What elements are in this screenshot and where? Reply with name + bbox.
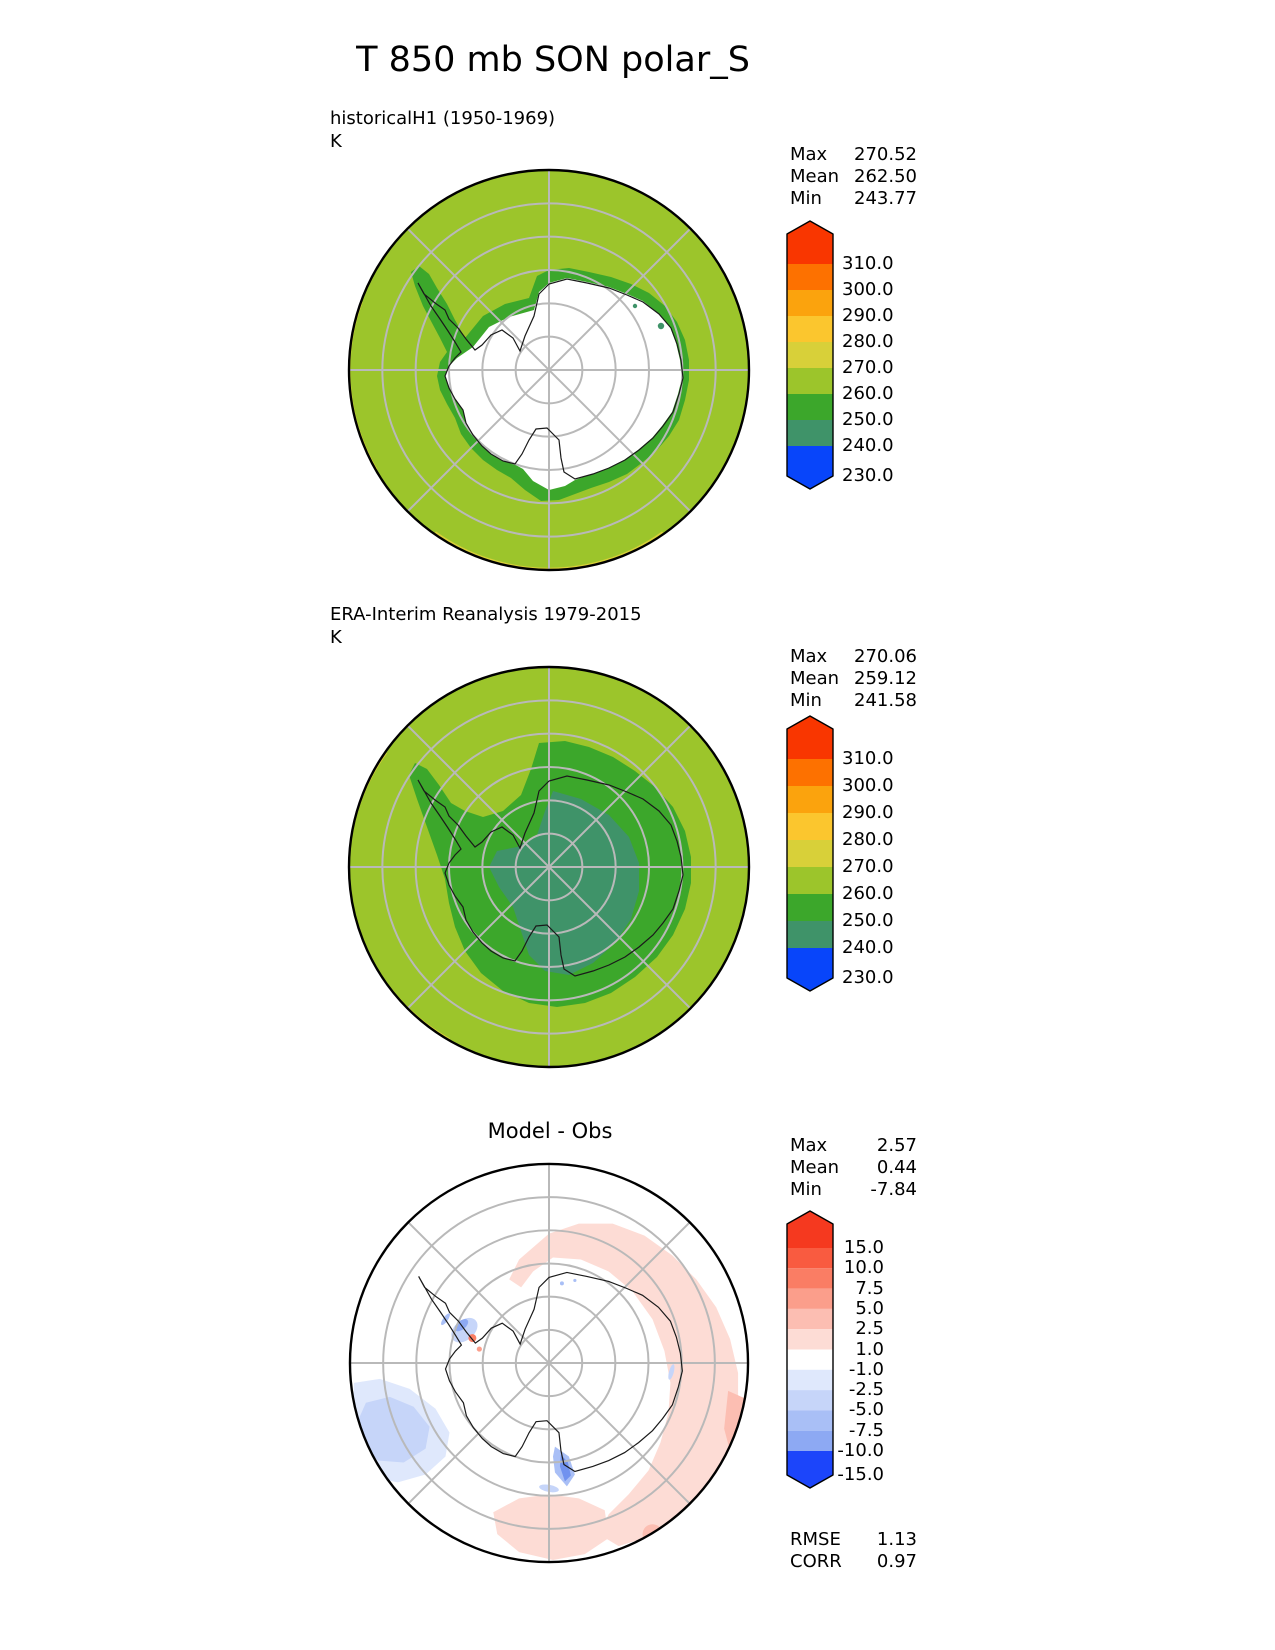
colorbar-tick-label: 230.0: [842, 465, 894, 486]
stat-value: 0.44: [876, 1157, 917, 1178]
colorbar-tick-label: 280.0: [842, 829, 894, 850]
stats-model: Max 270.52 Mean 262.50 Min 243.77: [790, 144, 917, 210]
stat-label: Mean: [790, 166, 840, 187]
metric-row: RMSE 1.13: [790, 1529, 917, 1551]
stat-label: Max: [790, 646, 828, 667]
colorbar-tick-label: 240.0: [842, 937, 894, 958]
stat-label: Min: [790, 1179, 822, 1200]
colorbar-tick-label: -1.0: [848, 1358, 884, 1380]
colorbar-tick-label: 240.0: [842, 435, 894, 456]
colorbar-diff: [786, 1210, 834, 1489]
colorbar-tick-label: 250.0: [842, 409, 894, 430]
stat-row: Mean 259.12: [790, 668, 917, 690]
map-diff: [345, 1159, 753, 1567]
stat-value: 2.57: [876, 1135, 917, 1156]
latlon-grid: [349, 170, 749, 570]
stat-label: Mean: [790, 1157, 840, 1178]
stat-value: 270.06: [854, 646, 917, 667]
colorbar-tick-label: 7.5: [855, 1277, 884, 1299]
latlon-grid: [350, 1164, 748, 1562]
panel1-units: K: [330, 131, 342, 152]
stats-obs: Max 270.06 Mean 259.12 Min 241.58: [790, 646, 917, 712]
colorbar-tick-label: 5.0: [855, 1297, 884, 1319]
panel3-title: Model - Obs: [487, 1119, 613, 1143]
colorbar-tick-label: 270.0: [842, 856, 894, 877]
stat-value: 241.58: [854, 690, 917, 711]
colorbar-tick-label: 1.0: [855, 1338, 884, 1360]
colorbar-tick-label: 310.0: [842, 748, 894, 769]
stat-value: 243.77: [854, 188, 917, 209]
colorbar-tick-label: 230.0: [842, 967, 894, 988]
stats-diff: Max 2.57 Mean 0.44 Min -7.84: [790, 1135, 917, 1201]
colorbar-tick-label: 10.0: [843, 1257, 884, 1279]
stat-label: Min: [790, 690, 822, 711]
colorbar-tick-label: 260.0: [842, 883, 894, 904]
panel2-label: ERA-Interim Reanalysis 1979-2015: [330, 604, 642, 625]
colorbar-tick-label: 15.0: [843, 1237, 884, 1258]
metric-label: CORR: [790, 1551, 842, 1572]
colorbar-obs: [786, 715, 834, 992]
stat-row: Mean 262.50: [790, 166, 917, 188]
stat-row: Max 2.57: [790, 1135, 917, 1157]
colorbar-tick-label: 300.0: [842, 775, 894, 796]
map-model: [344, 165, 754, 575]
colorbar-tick-label: -2.5: [848, 1379, 884, 1401]
colorbar-tick-label: 2.5: [855, 1318, 884, 1340]
stat-row: Min -7.84: [790, 1179, 917, 1201]
figure-title: T 850 mb SON polar_S: [356, 40, 750, 80]
colorbar-tick-label: -15.0: [837, 1464, 884, 1485]
stat-label: Max: [790, 1135, 828, 1156]
stat-value: 259.12: [854, 668, 917, 689]
colorbar-tick-label: 270.0: [842, 357, 894, 378]
colorbar-tick-label: 300.0: [842, 279, 894, 300]
metric-row: CORR 0.97: [790, 1551, 917, 1573]
colorbar-tick-label: -7.5: [848, 1419, 884, 1441]
colorbar-tick-label: -10.0: [837, 1440, 884, 1461]
metric-value: 0.97: [876, 1551, 917, 1572]
stat-label: Mean: [790, 668, 840, 689]
stat-row: Mean 0.44: [790, 1157, 917, 1179]
stat-value: 262.50: [854, 166, 917, 187]
panel1-label: historicalH1 (1950-1969): [330, 108, 556, 129]
stat-row: Min 241.58: [790, 690, 917, 712]
colorbar-tick-label: 310.0: [842, 253, 894, 274]
colorbar-tick-label: -5.0: [848, 1399, 884, 1421]
metric-value: 1.13: [876, 1529, 917, 1550]
panel2-units: K: [330, 627, 342, 648]
map-obs: [344, 662, 754, 1072]
colorbar-model: [786, 220, 834, 490]
stat-label: Min: [790, 188, 822, 209]
colorbar-tick-label: 250.0: [842, 910, 894, 931]
latlon-grid: [349, 667, 749, 1067]
stat-row: Max 270.06: [790, 646, 917, 668]
map-boundary: [347, 168, 751, 572]
map-boundary: [348, 1162, 750, 1564]
colorbar-tick-label: 290.0: [842, 305, 894, 326]
colorbar-tick-label: 260.0: [842, 383, 894, 404]
stat-label: Max: [790, 144, 828, 165]
stat-value: 270.52: [854, 144, 917, 165]
metrics-block: RMSE 1.13 CORR 0.97: [790, 1529, 917, 1573]
stat-row: Min 243.77: [790, 188, 917, 210]
metric-label: RMSE: [790, 1529, 841, 1550]
colorbar-tick-label: 290.0: [842, 802, 894, 823]
stat-row: Max 270.52: [790, 144, 917, 166]
stat-value: -7.84: [870, 1179, 917, 1200]
colorbar-tick-label: 280.0: [842, 331, 894, 352]
map-boundary: [347, 665, 751, 1069]
